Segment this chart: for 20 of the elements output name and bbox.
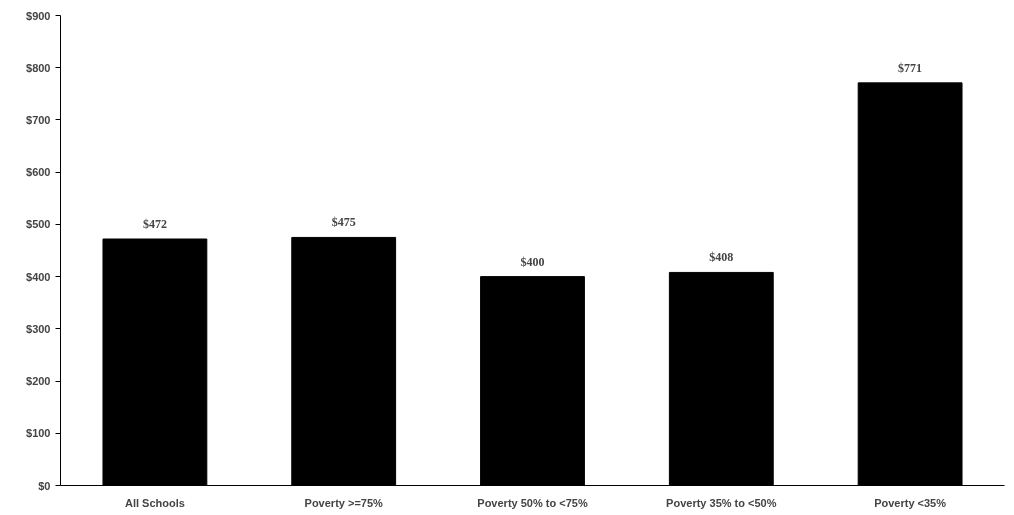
data-label: $408 <box>709 250 734 265</box>
y-tick-label: $200 <box>26 375 51 388</box>
y-tick-label: $900 <box>26 9 51 22</box>
x-tick-label: All Schools <box>124 496 185 509</box>
y-tick-label: $100 <box>26 427 51 440</box>
data-label: $771 <box>898 60 923 75</box>
y-tick-label: $700 <box>26 113 51 126</box>
x-tick-label: Poverty 50% to <75% <box>477 496 588 509</box>
y-tick-label: $0 <box>38 479 51 492</box>
x-tick-label: Poverty 35% to <50% <box>666 496 777 509</box>
y-tick-label: $400 <box>26 270 51 283</box>
y-tick-label: $500 <box>26 218 51 231</box>
x-tick-label: Poverty >=75% <box>304 496 384 509</box>
x-tick-label: Poverty <35% <box>874 496 947 509</box>
data-label: $400 <box>520 254 545 269</box>
y-tick-label: $800 <box>26 61 51 74</box>
data-label: $475 <box>331 215 356 230</box>
y-tick-label: $600 <box>26 166 51 179</box>
data-label: $472 <box>142 217 167 232</box>
y-tick-label: $300 <box>26 322 51 335</box>
